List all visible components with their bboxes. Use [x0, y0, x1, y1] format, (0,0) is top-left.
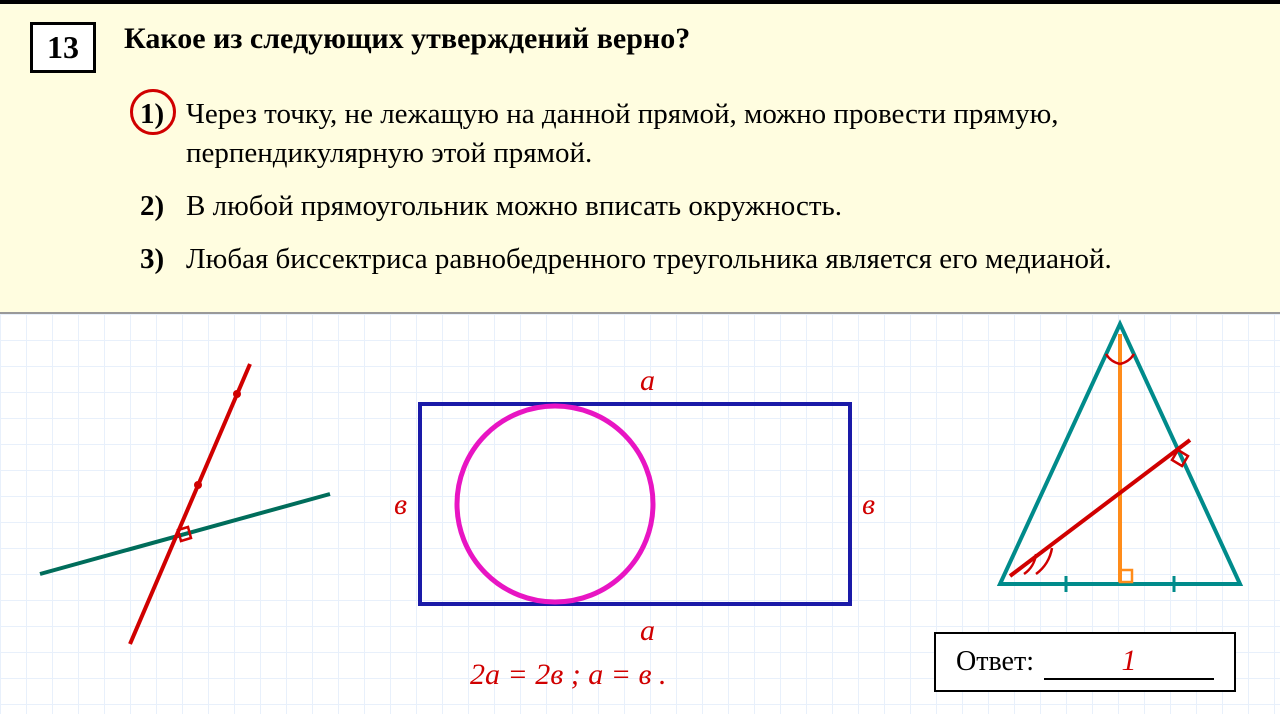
- question-panel: 13 Какое из следующих утверждений верно?…: [0, 0, 1280, 314]
- answer-box: Ответ: 1: [934, 632, 1236, 692]
- d3-arc: [1120, 354, 1134, 364]
- option-circle-mark: [130, 89, 176, 135]
- option-row: 2)В любой прямоугольник можно вписать ок…: [140, 187, 1250, 226]
- option-text: В любой прямоугольник можно вписать окру…: [186, 187, 1250, 226]
- d3-arc: [1106, 354, 1120, 364]
- d2-label-b-right: в: [862, 488, 875, 521]
- option-number: 3): [140, 240, 186, 279]
- work-area: a a в в 2a = 2в ; a = в . Ответ: 1: [0, 314, 1280, 714]
- option-row: 3)Любая биссектриса равнобедренного треу…: [140, 240, 1250, 279]
- d2-label-b-left: в: [394, 488, 407, 521]
- d3-angle-arcs: [1024, 354, 1134, 574]
- d2-equation: 2a = 2в ; a = в .: [470, 658, 667, 691]
- question-text: Какое из следующих утверждений верно?: [124, 22, 690, 55]
- d2-label-a-top: a: [640, 364, 655, 397]
- answer-value: 1: [1044, 644, 1214, 680]
- option-row: 1)Через точку, не лежащую на данной прям…: [140, 95, 1250, 173]
- d2-label-a-bottom: a: [640, 614, 655, 647]
- d1-point: [233, 390, 241, 398]
- d1-green-line: [40, 494, 330, 574]
- option-number: 2): [140, 187, 186, 226]
- option-text: Через точку, не лежащую на данной прямой…: [186, 95, 1250, 173]
- d2-circle: [457, 406, 653, 602]
- options-list: 1)Через точку, не лежащую на данной прям…: [140, 95, 1250, 280]
- question-number-box: 13: [30, 22, 96, 73]
- d1-point: [194, 481, 202, 489]
- option-text: Любая биссектриса равнобедренного треуго…: [186, 240, 1250, 279]
- d3-perp-squares: [1120, 450, 1188, 582]
- option-number: 1): [140, 95, 186, 173]
- answer-label: Ответ:: [956, 646, 1034, 678]
- d1-red-line: [130, 364, 250, 644]
